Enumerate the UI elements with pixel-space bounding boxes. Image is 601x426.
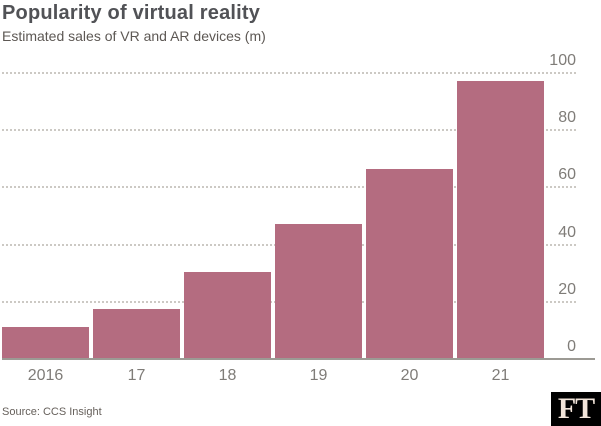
y-axis-tick-label-80: 80: [558, 109, 576, 127]
x-axis-tick-label-18: 18: [218, 367, 237, 384]
gridline-80: [2, 129, 576, 132]
ft-logo: FT: [551, 392, 601, 426]
x-axis-tick-label-19: 19: [309, 367, 328, 384]
bar-18: [184, 272, 271, 358]
x-axis-tick-label-2016: 2016: [27, 367, 64, 384]
bar-21: [457, 80, 544, 358]
y-axis-tick-label-0: 0: [567, 338, 576, 355]
y-axis-tick-label-60: 60: [558, 166, 576, 184]
bar-20: [366, 169, 453, 358]
y-axis-tick-label-20: 20: [558, 280, 576, 298]
y-axis-tick-label-100: 100: [549, 52, 576, 69]
gridline-100: [2, 72, 576, 74]
x-axis-tick-label-20: 20: [400, 367, 419, 384]
chart-title: Popularity of virtual reality: [2, 2, 261, 24]
plot-area: 0 20 40 60 80 100 2016 17 18 19 20 21: [2, 52, 595, 384]
bar-2016: [2, 326, 89, 358]
chart-subtitle: Estimated sales of VR and AR devices (m): [2, 28, 266, 44]
x-axis-line: [2, 358, 595, 360]
bar-19: [275, 223, 362, 358]
source-note: Source: CCS Insight: [2, 406, 102, 418]
y-axis-tick-label-40: 40: [558, 223, 576, 241]
ft-logo-text: FT: [557, 392, 595, 425]
x-axis-tick-label-21: 21: [491, 367, 510, 384]
bar-17: [93, 309, 180, 358]
gridline-60: [2, 186, 576, 189]
x-axis-tick-label-17: 17: [127, 367, 146, 384]
